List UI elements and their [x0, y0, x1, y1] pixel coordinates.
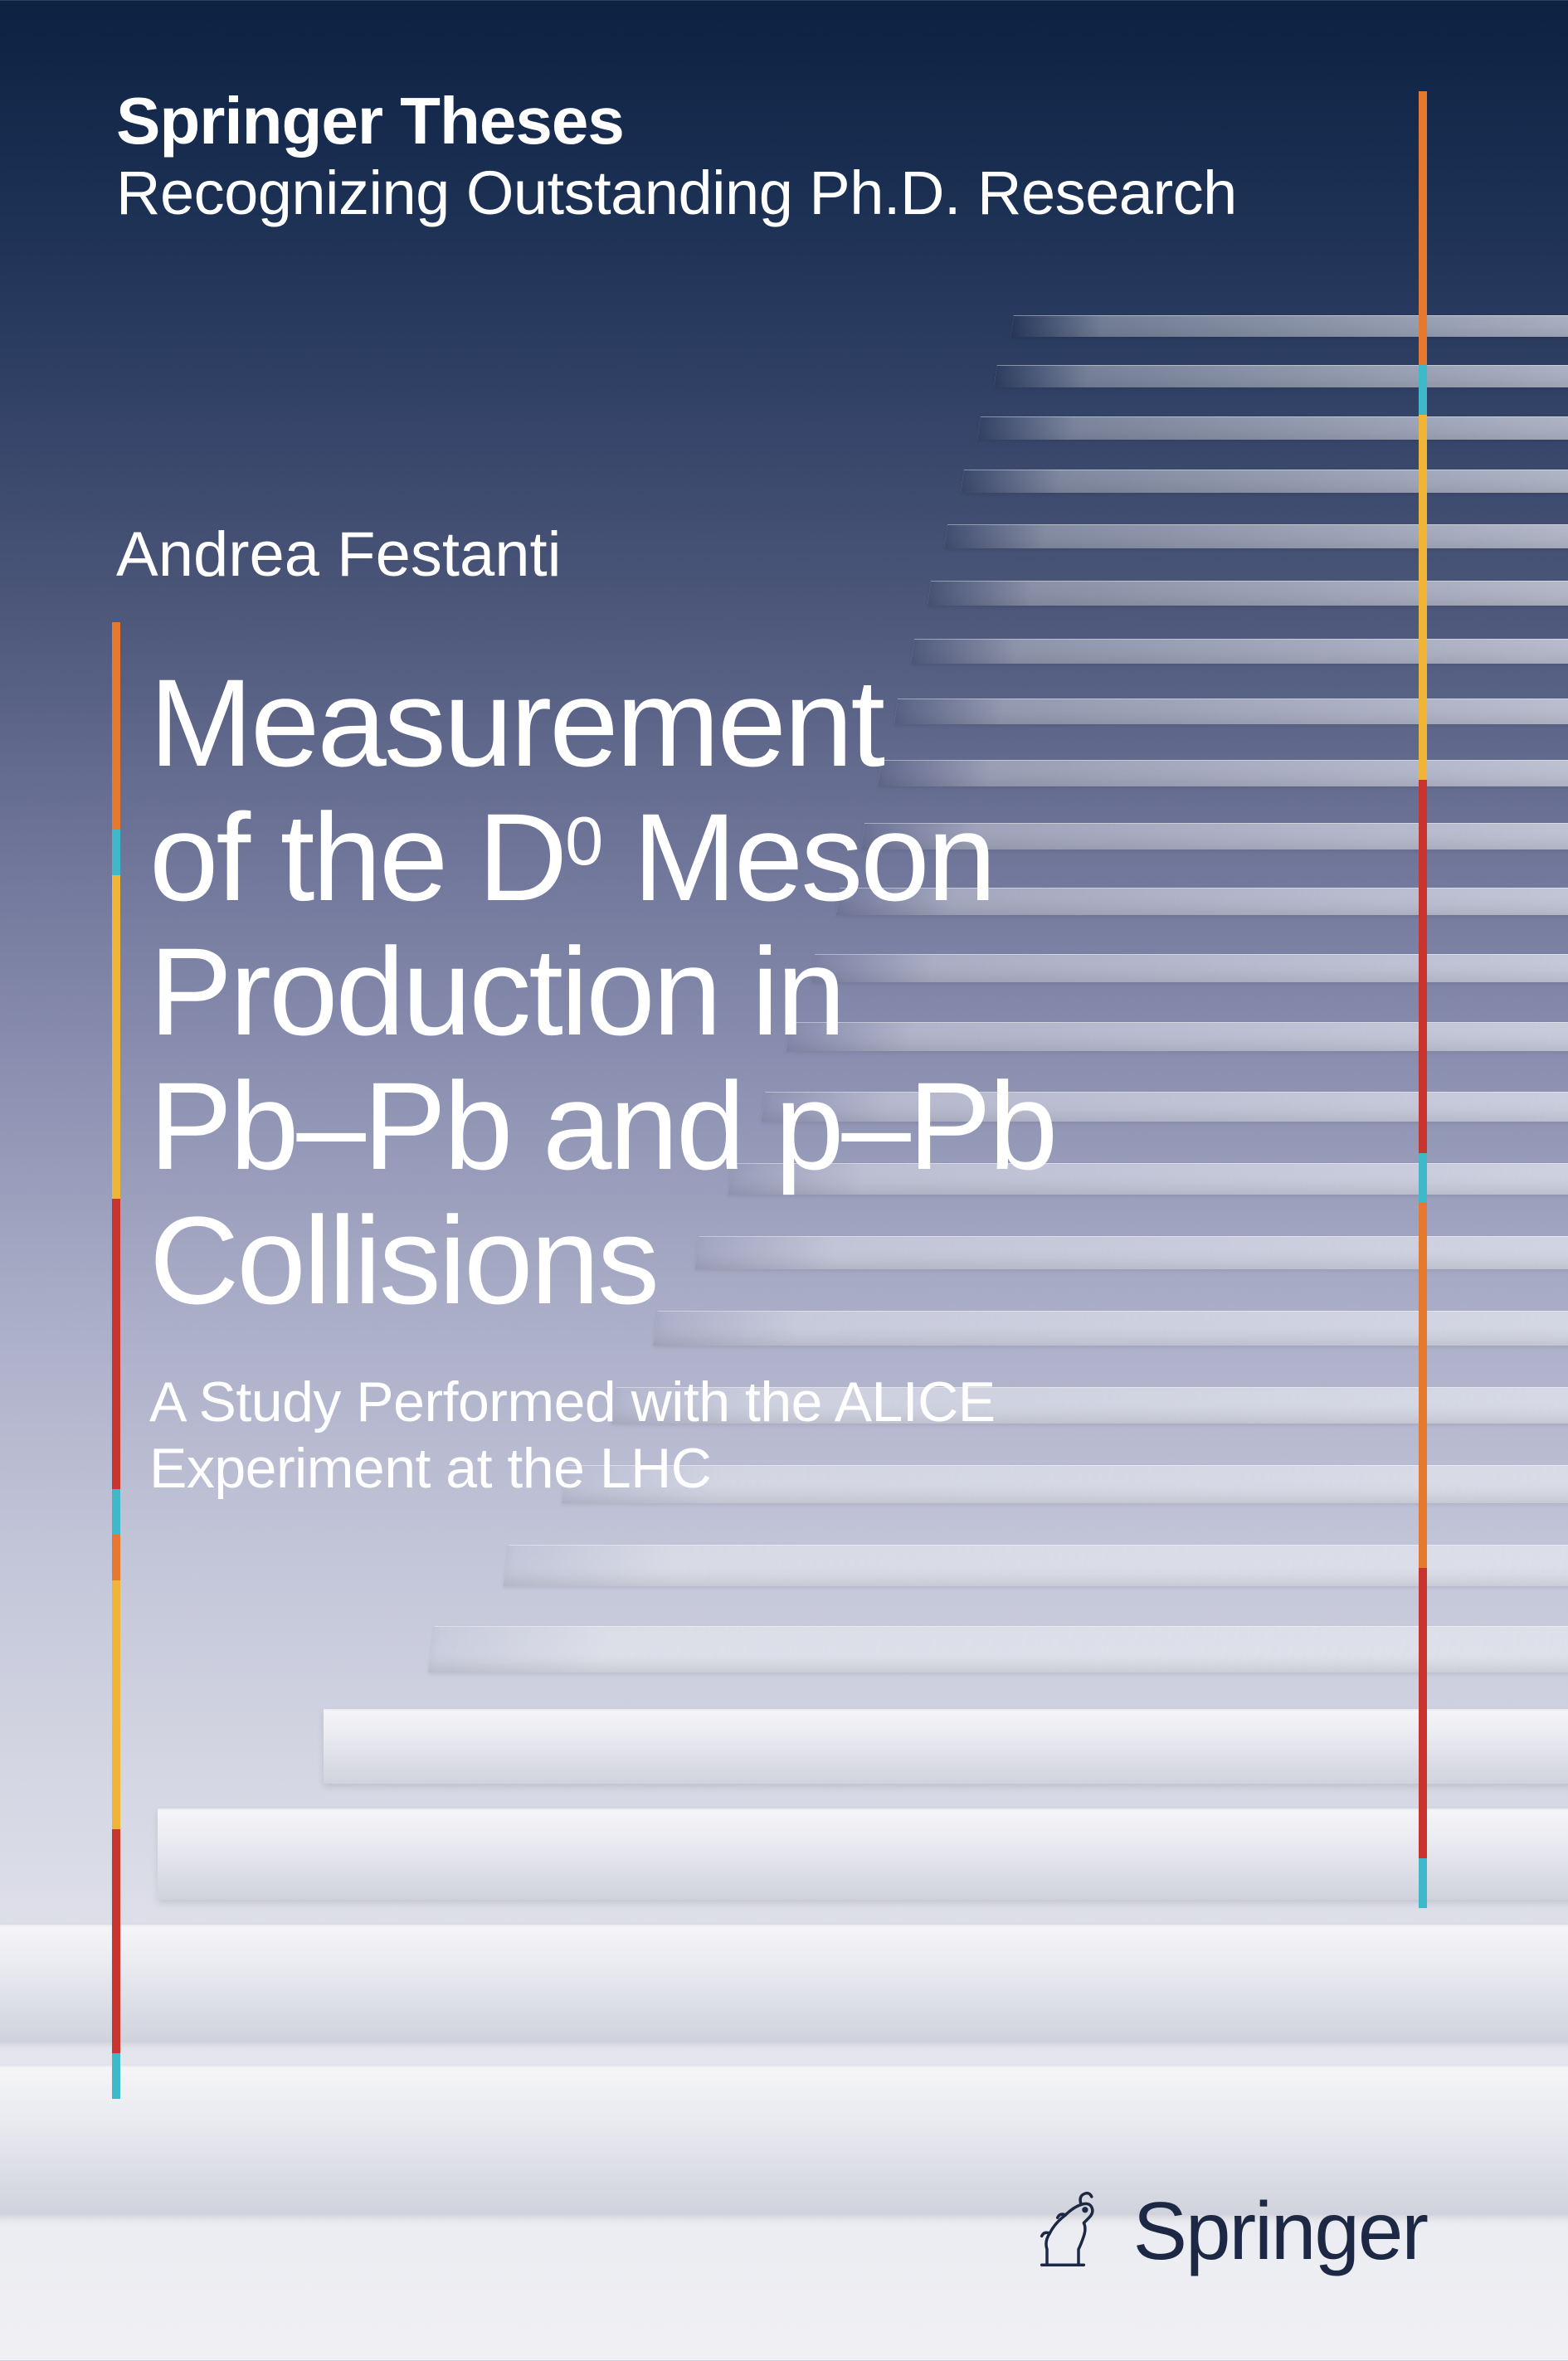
series-header: Springer Theses Recognizing Outstanding …	[116, 83, 1237, 228]
publisher-block: Springer	[1031, 2184, 1427, 2278]
springer-horse-icon	[1031, 2186, 1110, 2277]
series-subtitle: Recognizing Outstanding Ph.D. Research	[116, 158, 1237, 228]
book-subtitle: A Study Performed with the ALICE Experim…	[149, 1369, 1145, 1502]
main-title: Measurement of the D0 Meson Production i…	[149, 655, 1145, 1327]
right-color-stripe	[1419, 91, 1427, 1908]
series-title: Springer Theses	[116, 83, 1237, 159]
left-color-stripe	[112, 622, 120, 2099]
publisher-name: Springer	[1133, 2184, 1427, 2278]
title-block: Measurement of the D0 Meson Production i…	[149, 655, 1145, 1502]
author-name: Andrea Festanti	[116, 518, 562, 591]
